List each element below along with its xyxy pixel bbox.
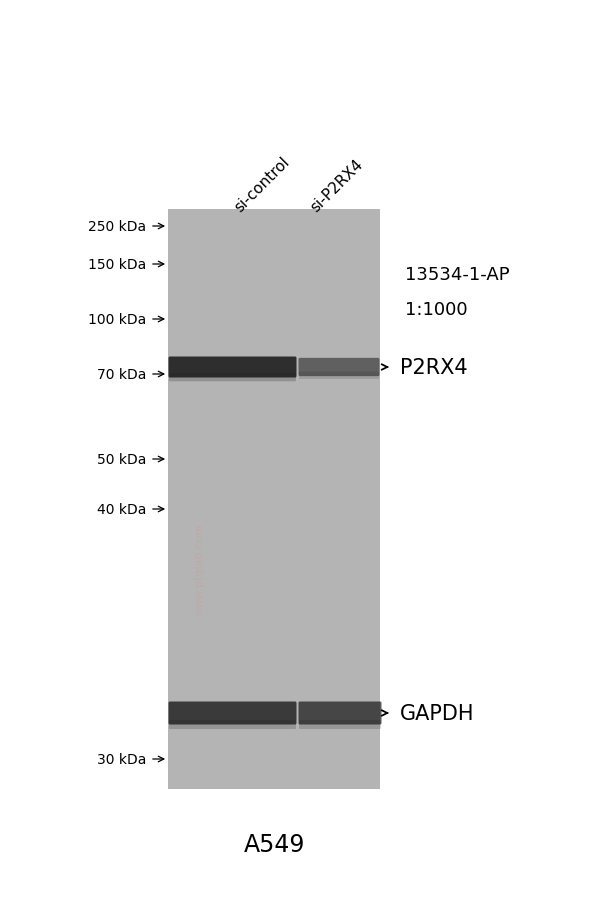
FancyBboxPatch shape [169, 702, 297, 724]
FancyBboxPatch shape [299, 373, 379, 380]
FancyBboxPatch shape [169, 357, 297, 378]
FancyBboxPatch shape [169, 373, 296, 382]
Text: 40 kDa: 40 kDa [97, 502, 146, 517]
Text: 50 kDa: 50 kDa [97, 453, 146, 466]
Text: si-control: si-control [231, 154, 292, 215]
Text: 100 kDa: 100 kDa [88, 313, 146, 327]
Text: 1:1000: 1:1000 [405, 300, 468, 318]
Text: GAPDH: GAPDH [400, 704, 474, 723]
FancyBboxPatch shape [299, 358, 379, 377]
FancyBboxPatch shape [169, 720, 296, 729]
Text: 250 kDa: 250 kDa [88, 220, 146, 234]
Text: P2RX4: P2RX4 [400, 357, 468, 378]
Text: A549: A549 [243, 832, 305, 856]
Text: 30 kDa: 30 kDa [97, 752, 146, 766]
Text: www.ptglab.com: www.ptglab.com [195, 523, 205, 616]
FancyBboxPatch shape [299, 702, 381, 724]
FancyBboxPatch shape [299, 720, 381, 729]
Bar [168, 210, 380, 789]
Text: 13534-1-AP: 13534-1-AP [405, 266, 509, 284]
Text: si-P2RX4: si-P2RX4 [307, 157, 365, 215]
Text: 150 kDa: 150 kDa [88, 258, 146, 272]
Text: 70 kDa: 70 kDa [97, 368, 146, 382]
